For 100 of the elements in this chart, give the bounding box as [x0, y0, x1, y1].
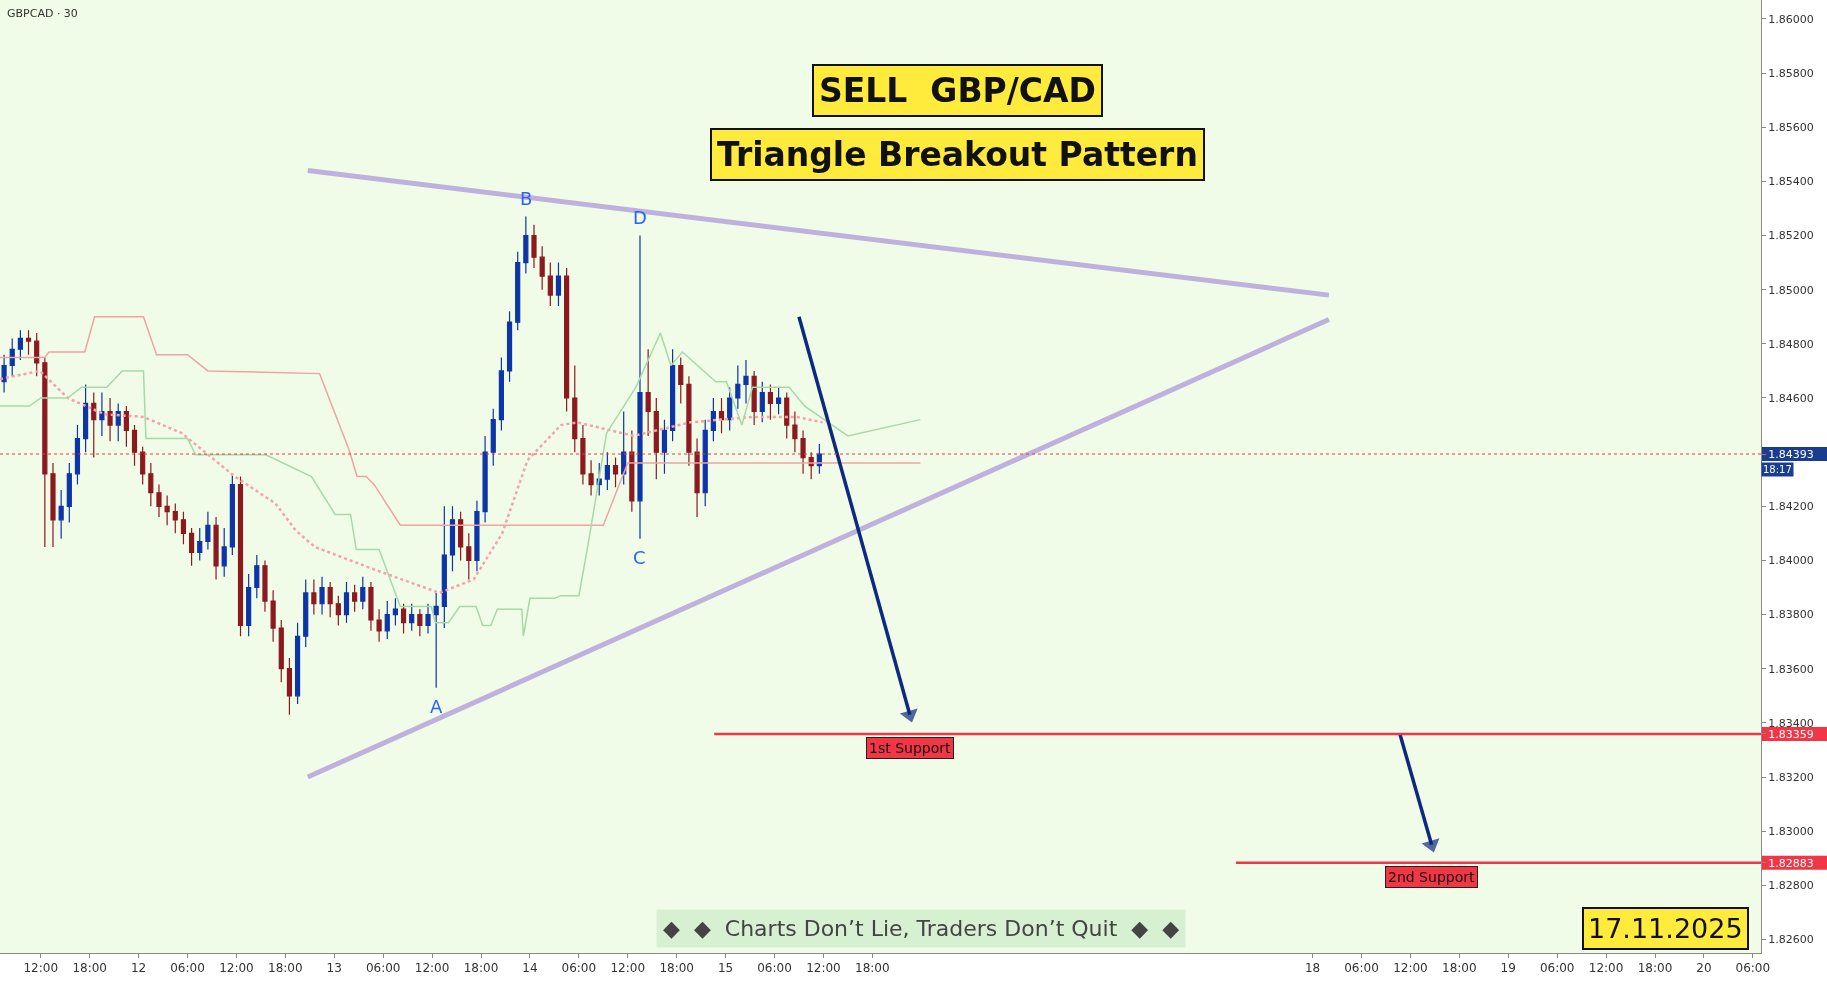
candlestick — [343, 581, 350, 624]
candlestick — [449, 505, 456, 572]
candlestick — [237, 475, 244, 637]
x-tick-label: 06:00 — [1735, 961, 1771, 976]
x-tick-label: 12:00 — [23, 961, 59, 976]
y-tick-label: 1.85200 — [1768, 229, 1814, 243]
annotation: A — [430, 696, 443, 717]
candlestick — [270, 589, 276, 643]
candlestick — [670, 348, 676, 442]
candlestick — [686, 375, 692, 467]
candlestick — [368, 581, 374, 632]
candlestick — [286, 657, 293, 716]
candlestick — [751, 370, 757, 426]
annotation: GBPCAD · 30 — [7, 7, 78, 20]
x-tick-label: 14 — [522, 961, 538, 976]
candlestick — [197, 527, 203, 562]
candlestick — [784, 391, 790, 440]
text: SELL GBP/CAD — [819, 71, 1096, 110]
candlestick — [547, 262, 553, 307]
x-tick-label: 18:00 — [1637, 961, 1673, 976]
candlestick — [425, 603, 431, 635]
candlestick — [335, 595, 341, 627]
candlestick — [9, 337, 15, 377]
candlestick — [99, 391, 105, 437]
candlestick — [800, 429, 806, 475]
y-tick-label: 1.85400 — [1768, 175, 1814, 189]
y-tick-label: 1.83400 — [1768, 716, 1814, 730]
x-tick-label: 06:00 — [1539, 961, 1575, 976]
candlestick — [702, 419, 708, 507]
annotation: D — [633, 207, 647, 228]
candlestick — [66, 462, 72, 524]
candlestick — [645, 348, 651, 437]
y-tick-label: 1.84600 — [1768, 391, 1814, 405]
candlestick — [694, 438, 700, 518]
candlestick — [588, 459, 594, 497]
candlestick — [123, 405, 129, 448]
candlestick — [246, 573, 252, 637]
candlestick — [612, 456, 619, 488]
candlestick — [58, 489, 64, 540]
candlestick — [115, 402, 121, 442]
x-tick-label: 19 — [1500, 961, 1516, 976]
y-tick-label: 1.85000 — [1768, 283, 1814, 297]
candlestick — [25, 329, 32, 356]
candlestick — [580, 424, 586, 486]
candlestick — [498, 356, 504, 432]
y-tick-label: 1.82883 — [1768, 856, 1814, 870]
y-tick-label: 1.83800 — [1768, 608, 1814, 622]
candlestick — [17, 329, 23, 361]
candlestick — [441, 505, 447, 629]
candlestick — [294, 622, 301, 705]
candlestick — [376, 608, 382, 643]
y-tick-label: 1.83359 — [1768, 727, 1814, 741]
x-tick-label: 18:00 — [1442, 961, 1477, 976]
y-tick-label: 1.82800 — [1768, 879, 1814, 893]
x-tick-label: 12:00 — [1588, 961, 1624, 976]
y-tick-label: 1.84393 — [1768, 447, 1814, 461]
candlestick — [555, 262, 562, 307]
candlestick — [278, 619, 284, 683]
candlestick — [531, 224, 537, 269]
candlestick — [710, 397, 716, 442]
candlestick — [466, 532, 472, 580]
candlestick — [506, 310, 513, 383]
candlestick — [458, 511, 464, 562]
x-tick-label: 12 — [130, 961, 147, 976]
y-tick-label: 1.82600 — [1768, 933, 1814, 947]
candlestick — [572, 364, 578, 453]
candlestick — [1, 354, 7, 394]
candlestick — [50, 462, 56, 548]
candlestick — [91, 391, 97, 459]
candlestick — [327, 581, 333, 618]
y-tick-label: 1.84200 — [1768, 500, 1814, 514]
y-tick-label: 1.85800 — [1768, 66, 1814, 80]
y-tick-label: 1.84000 — [1768, 554, 1814, 568]
candlestick — [213, 516, 219, 580]
candlestick — [352, 584, 358, 613]
candlestick — [678, 356, 684, 404]
candlestick — [417, 608, 423, 637]
candlestick — [34, 332, 40, 377]
annotation: ◆ ◆ Charts Don’t Lie, Traders Don’t Quit ◆ ◆ — [663, 916, 1180, 941]
candlestick — [319, 576, 325, 616]
x-tick-label: 18:00 — [659, 961, 694, 976]
candlestick — [735, 364, 741, 410]
x-tick-label: 06:00 — [365, 961, 401, 976]
candlestick — [400, 603, 407, 635]
candlestick — [474, 500, 480, 572]
candlestick — [621, 410, 627, 486]
x-tick-label: 12:00 — [610, 961, 646, 976]
x-tick-label: 12:00 — [219, 961, 254, 976]
text: 18:17 — [1763, 464, 1792, 475]
x-tick-label: 12:00 — [806, 961, 841, 976]
candlestick — [42, 356, 48, 548]
x-tick-label: 18:00 — [855, 961, 890, 976]
x-tick-label: 06:00 — [170, 961, 205, 976]
candlestick — [303, 578, 309, 648]
candlestick — [74, 424, 81, 486]
y-tick-label: 1.84800 — [1768, 337, 1814, 351]
candlestick — [564, 267, 570, 413]
x-tick-label: 15 — [717, 961, 734, 976]
x-tick-label: 06:00 — [757, 961, 792, 976]
candlestick — [262, 559, 268, 613]
